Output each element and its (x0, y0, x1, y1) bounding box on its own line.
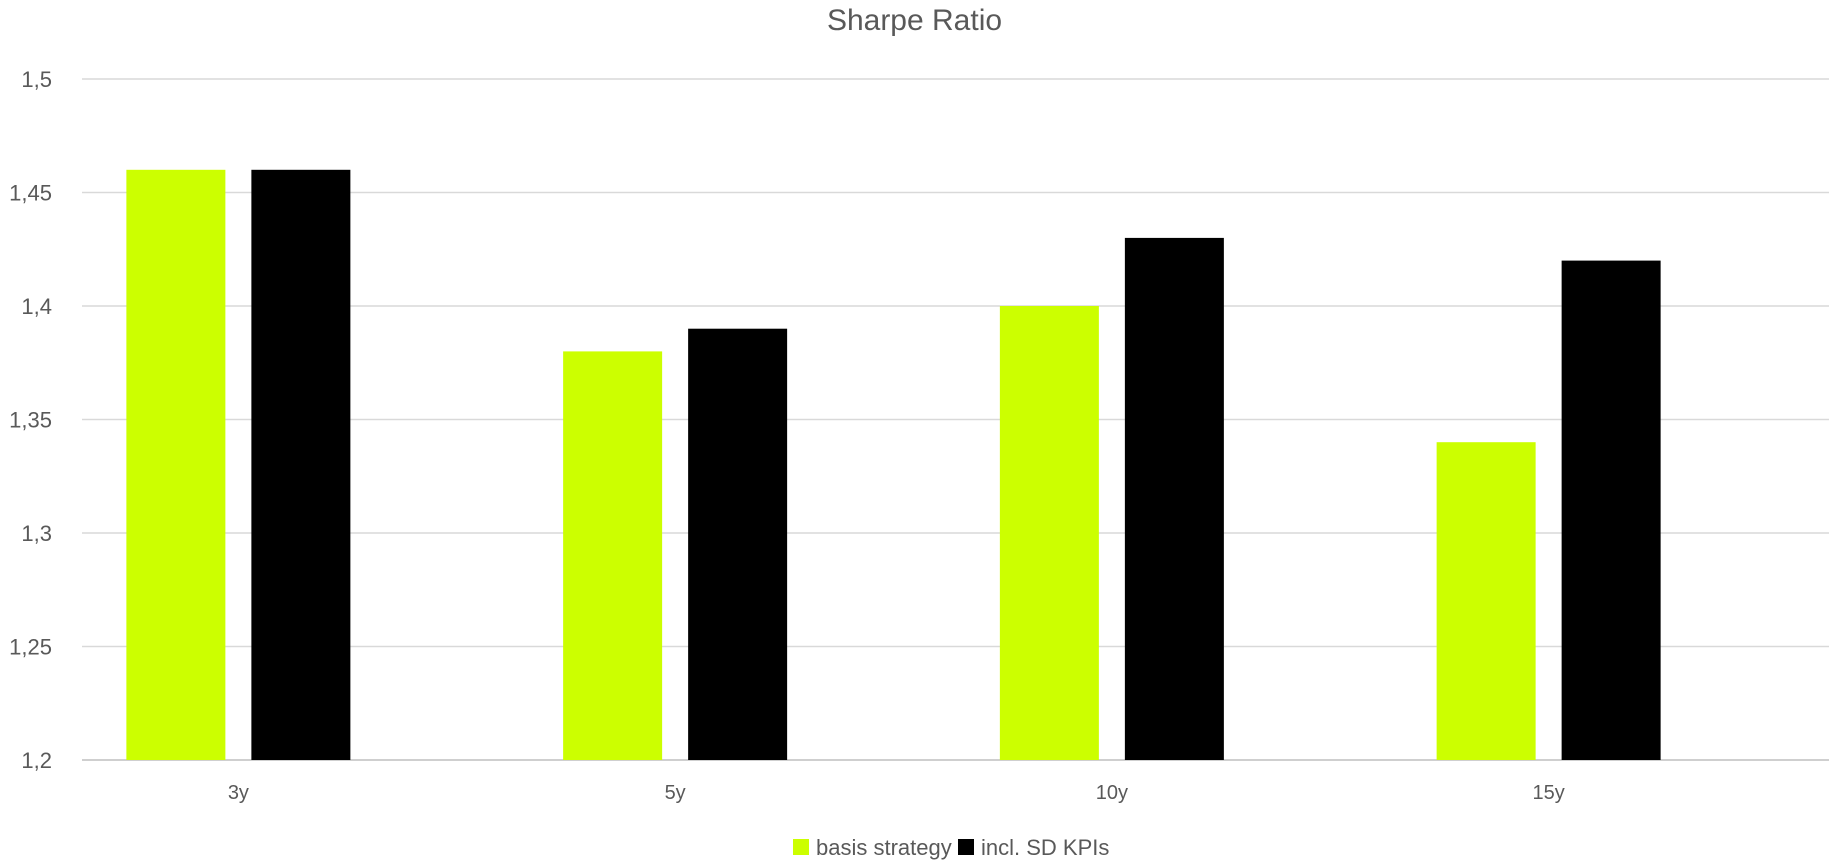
x-tick-label: 15y (1533, 782, 1565, 804)
y-axis-ticks: 1,2 1,25 1,3 1,35 1,4 1,45 1,5 (9, 67, 52, 773)
y-tick-label: 1,5 (21, 67, 52, 92)
legend-swatch (793, 839, 809, 855)
y-tick-label: 1,45 (9, 181, 52, 206)
legend: basis strategy incl. SD KPIs (793, 835, 1109, 860)
bar-basis-strategy-10y (999, 306, 1099, 760)
bar-basis-strategy-3y (126, 169, 226, 761)
legend-basis-strategy-label: basis strategy (816, 835, 952, 860)
bar-incl-sd-kpis-10y (1124, 237, 1224, 760)
y-tick-label: 1,2 (21, 748, 52, 773)
x-tick-label: 5y (665, 782, 686, 804)
x-axis-ticks: 3y 5y 10y 15y (228, 782, 1565, 804)
bar-incl-sd-kpis-15y (1561, 260, 1661, 760)
legend-swatch (958, 839, 974, 855)
bar-incl-sd-kpis-3y (251, 169, 351, 761)
y-tick-label: 1,25 (9, 635, 52, 660)
x-tick-label: 3y (228, 782, 249, 804)
y-tick-label: 1,35 (9, 408, 52, 433)
gridlines (82, 78, 1829, 761)
y-tick-label: 1,4 (21, 294, 52, 319)
bar-incl-sd-kpis-5y (688, 328, 788, 760)
chart-title: Sharpe Ratio (826, 4, 1003, 37)
x-tick-label: 10y (1096, 782, 1128, 804)
legend-incl-sd-kpis-label: incl. SD KPIs (981, 835, 1109, 860)
bar-basis-strategy-15y (1436, 442, 1536, 760)
bar-basis-strategy-5y (563, 351, 663, 760)
bars (126, 169, 1661, 761)
y-tick-label: 1,3 (21, 521, 52, 546)
